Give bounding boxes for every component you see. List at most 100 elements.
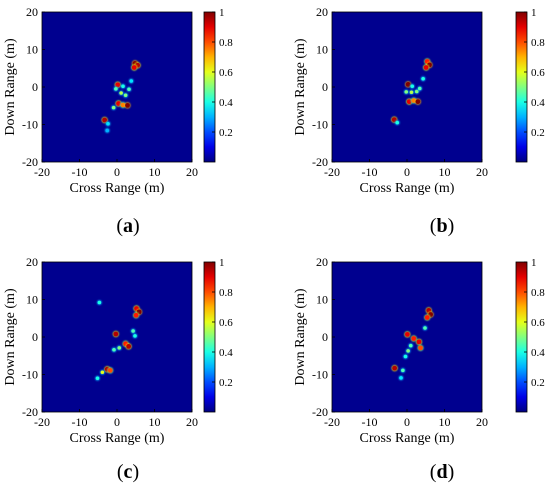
scatterer-point <box>401 368 405 373</box>
colorbar-tick-label: 0.4 <box>219 347 233 359</box>
y-tick-label: 20 <box>26 255 38 269</box>
x-tick-label: 10 <box>439 165 451 179</box>
y-tick-label: -20 <box>312 405 328 419</box>
panel-label: (a) <box>116 215 139 237</box>
colorbar-tick-label: 0.6 <box>219 67 233 79</box>
chart-panel: -20 -10 0 10 20 20 10 0 -10 -20 Cross Range (m) Dow… <box>3 5 233 237</box>
scatterer-point <box>133 312 139 318</box>
scatterer-point <box>403 354 408 359</box>
y-tick-label: 10 <box>26 43 38 57</box>
colorbar <box>515 11 528 163</box>
colorbar-tick-label: 0.4 <box>531 347 545 359</box>
scatterer-point <box>399 376 403 380</box>
scatterer-point <box>421 76 425 81</box>
panel-label: (b) <box>430 215 454 237</box>
colorbar-tick-label: 0.8 <box>531 287 545 299</box>
heatmap-background <box>42 262 192 412</box>
y-axis-label: Down Range (m) <box>3 288 18 386</box>
scatterer-point <box>408 343 413 348</box>
x-tick-label: 0 <box>114 165 120 179</box>
scatterer-point <box>405 81 411 87</box>
x-tick-label: 0 <box>404 415 410 429</box>
colorbar-tick-label: 0.4 <box>531 97 545 109</box>
y-tick-label: 20 <box>316 255 328 269</box>
scatterer-point <box>409 90 414 95</box>
scatterer-point <box>116 101 121 106</box>
scatterer-point <box>97 300 102 305</box>
colorbar-tick-label: 1 <box>531 7 537 19</box>
colorbar-tick-label: 0.6 <box>219 317 233 329</box>
y-tick-label: -20 <box>22 155 38 169</box>
scatterer-point <box>129 79 134 83</box>
colorbar-tick-label: 0.6 <box>531 67 545 79</box>
scatterer-point <box>102 117 108 123</box>
scatterer-point <box>410 84 415 89</box>
scatterer-point <box>423 65 429 70</box>
scatterer-point <box>395 120 400 125</box>
scatterer-point <box>113 331 119 337</box>
scatterer-point <box>120 102 126 108</box>
x-axis-label: Cross Range (m) <box>360 181 455 196</box>
x-axis-label: Cross Range (m) <box>360 431 455 446</box>
colorbar-tick-label: 0.2 <box>531 377 545 389</box>
colorbar-tick-label: 0.2 <box>531 127 545 139</box>
y-tick-label: -20 <box>312 155 328 169</box>
scatterer-point <box>392 365 398 371</box>
colorbar-tick-label: 0.4 <box>219 97 233 109</box>
scatterer-point <box>119 91 123 95</box>
x-tick-label: -20 <box>324 415 340 429</box>
x-tick-label: 10 <box>149 165 161 179</box>
x-tick-label: -20 <box>34 165 50 179</box>
y-tick-label: 10 <box>316 293 328 307</box>
chart-panel: -20 -10 0 10 20 20 10 0 -10 -20 Cross Range (m) Dow… <box>293 255 545 483</box>
y-tick-label: -10 <box>22 368 38 382</box>
scatterer-point <box>415 99 421 105</box>
y-axis-label: Down Range (m) <box>293 38 308 136</box>
x-tick-label: -10 <box>362 415 378 429</box>
scatterer-point <box>406 99 412 105</box>
scatterer-point <box>107 367 113 373</box>
scatterer-point <box>406 349 410 353</box>
colorbar <box>203 11 216 163</box>
y-axis-label: Down Range (m) <box>3 38 18 136</box>
scatterer-point <box>423 326 427 330</box>
scatterer-point <box>133 334 137 338</box>
scatterer-point <box>418 345 423 351</box>
chart-panel: -20 -10 0 10 20 20 10 0 -10 -20 Cross Range (m) Dow… <box>293 5 545 237</box>
x-axis-label: Cross Range (m) <box>70 181 165 196</box>
y-tick-label: -10 <box>312 368 328 382</box>
x-tick-label: 20 <box>476 415 488 429</box>
chart-panel: -20 -10 0 10 20 20 10 0 -10 -20 Cross Range (m) Dow… <box>3 255 233 483</box>
y-tick-label: 20 <box>26 5 38 19</box>
x-tick-label: -10 <box>72 165 88 179</box>
y-axis-label: Down Range (m) <box>293 288 308 386</box>
x-tick-label: -20 <box>34 415 50 429</box>
colorbar-tick-label: 1 <box>219 257 225 269</box>
y-tick-label: 20 <box>316 5 328 19</box>
x-tick-label: 20 <box>186 165 198 179</box>
y-tick-label: 0 <box>322 80 328 94</box>
x-tick-label: -10 <box>362 165 378 179</box>
scatterer-point <box>106 121 110 126</box>
scatterer-point <box>416 339 422 345</box>
x-tick-label: -10 <box>72 415 88 429</box>
y-tick-label: -10 <box>312 118 328 132</box>
scatterer-point <box>424 315 430 320</box>
colorbar-tick-label: 0.8 <box>219 287 233 299</box>
y-tick-label: 10 <box>316 43 328 57</box>
scatterer-point <box>121 84 125 89</box>
scatterer-point <box>411 336 417 341</box>
scatterer-point <box>115 82 121 88</box>
scatterer-point <box>117 346 122 350</box>
scatterer-point <box>100 370 105 375</box>
y-tick-label: 10 <box>26 293 38 307</box>
x-tick-label: 10 <box>149 415 161 429</box>
scatterer-point <box>131 65 137 70</box>
colorbar-tick-label: 0.8 <box>531 37 545 49</box>
y-tick-label: 0 <box>322 330 328 344</box>
panel-label: (d) <box>430 461 454 483</box>
colorbar-tick-label: 0.6 <box>531 317 545 329</box>
colorbar <box>203 261 216 413</box>
scatterer-point <box>131 329 135 333</box>
